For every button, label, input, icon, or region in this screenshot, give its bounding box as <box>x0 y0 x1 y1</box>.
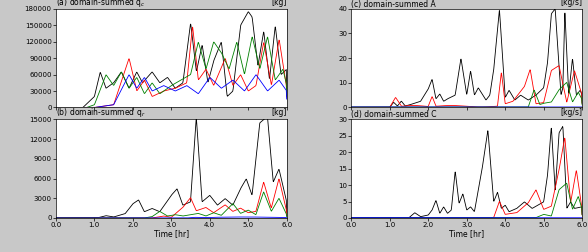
X-axis label: Time [hr]: Time [hr] <box>153 230 189 239</box>
Text: [kg/s]: [kg/s] <box>560 0 582 7</box>
Text: (c) domain-summed A: (c) domain-summed A <box>351 0 436 9</box>
Text: (a) domain-summed q$_c$: (a) domain-summed q$_c$ <box>56 0 146 9</box>
Text: (d) domain-summed C: (d) domain-summed C <box>351 110 437 119</box>
X-axis label: Time [hr]: Time [hr] <box>449 230 485 239</box>
Text: (b) domain-summed q$_r$: (b) domain-summed q$_r$ <box>56 106 145 119</box>
Text: [kg]: [kg] <box>271 0 287 7</box>
Text: [kg/s]: [kg/s] <box>560 108 582 117</box>
Text: [kg]: [kg] <box>271 108 287 117</box>
